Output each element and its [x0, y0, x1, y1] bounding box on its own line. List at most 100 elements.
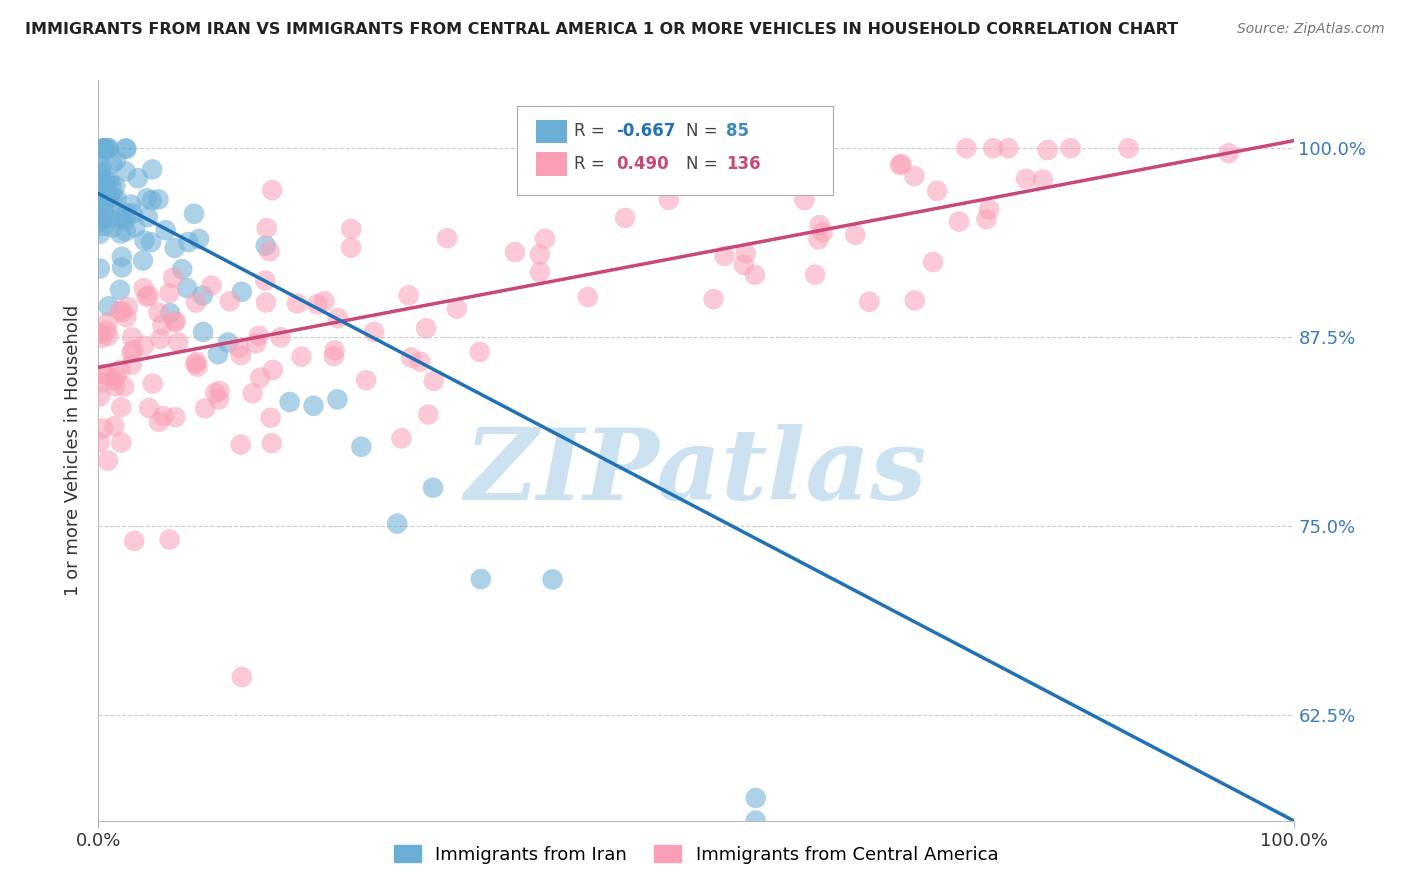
Point [122, 343, 145, 358]
Point [138, 401, 160, 415]
Text: -0.667: -0.667 [616, 122, 675, 140]
Point [93, 202, 115, 217]
Point [256, 221, 278, 235]
Point [176, 281, 198, 295]
Point [98, 211, 121, 226]
Legend: Immigrants from Iran, Immigrants from Central America: Immigrants from Iran, Immigrants from Ce… [387, 838, 1005, 871]
Point [807, 232, 830, 246]
Text: N =: N = [686, 155, 718, 173]
Point [115, 224, 138, 238]
Point [94, 188, 117, 202]
Point [204, 385, 226, 400]
Point [159, 286, 181, 301]
Point [398, 288, 420, 302]
Point [141, 194, 163, 208]
Point [340, 241, 363, 255]
Point [593, 174, 616, 188]
Point [103, 419, 125, 434]
Text: 136: 136 [725, 155, 761, 173]
Point [229, 348, 252, 362]
Point [191, 288, 214, 302]
Point [97, 141, 120, 155]
Point [326, 311, 349, 326]
Point [322, 349, 344, 363]
Point [110, 209, 132, 223]
Point [422, 481, 444, 495]
Point [186, 359, 208, 374]
Point [208, 392, 231, 407]
Point [415, 321, 437, 335]
Point [529, 247, 551, 261]
Point [152, 318, 174, 332]
Point [89, 165, 111, 179]
Point [100, 178, 122, 193]
Point [228, 341, 250, 355]
Point [1218, 146, 1240, 161]
Point [135, 191, 157, 205]
Point [122, 533, 145, 548]
Point [93, 206, 115, 220]
Point [93, 142, 115, 156]
Point [97, 329, 120, 343]
Point [138, 289, 160, 303]
Point [614, 211, 637, 225]
Point [409, 354, 432, 368]
Point [121, 330, 143, 344]
Y-axis label: 1 or more Vehicles in Household: 1 or more Vehicles in Household [63, 305, 82, 596]
Point [733, 258, 755, 272]
Point [93, 187, 115, 202]
Point [89, 167, 111, 181]
Point [121, 346, 143, 360]
Point [200, 278, 222, 293]
Point [326, 392, 349, 407]
Point [194, 401, 217, 416]
Point [254, 295, 277, 310]
Point [922, 255, 945, 269]
Point [218, 294, 240, 309]
Point [94, 368, 117, 383]
FancyBboxPatch shape [536, 153, 567, 176]
Point [177, 235, 200, 249]
Point [997, 141, 1019, 155]
Point [101, 220, 124, 235]
Point [165, 410, 187, 425]
Point [890, 157, 912, 171]
Point [270, 330, 292, 344]
Point [94, 181, 117, 195]
Point [90, 331, 112, 345]
Point [534, 232, 557, 246]
Text: Source: ZipAtlas.com: Source: ZipAtlas.com [1237, 22, 1385, 37]
Point [165, 314, 187, 328]
Point [340, 222, 363, 236]
Point [163, 241, 186, 255]
Point [155, 223, 177, 237]
Point [114, 212, 136, 227]
Point [186, 355, 208, 369]
Point [692, 165, 714, 179]
Point [262, 363, 284, 377]
FancyBboxPatch shape [517, 106, 834, 195]
Point [207, 347, 229, 361]
Point [115, 142, 138, 156]
Point [148, 305, 170, 319]
Point [889, 158, 911, 172]
Point [955, 141, 977, 155]
Point [734, 246, 756, 260]
Point [91, 368, 114, 382]
Point [111, 250, 134, 264]
Point [111, 260, 134, 275]
Point [104, 369, 127, 384]
Point [91, 421, 114, 435]
Text: IMMIGRANTS FROM IRAN VS IMMIGRANTS FROM CENTRAL AMERICA 1 OR MORE VEHICLES IN HO: IMMIGRANTS FROM IRAN VS IMMIGRANTS FROM … [25, 22, 1178, 37]
Point [302, 399, 325, 413]
Point [744, 268, 766, 282]
Point [114, 164, 136, 178]
Point [104, 153, 127, 168]
Point [91, 212, 114, 227]
Point [89, 389, 111, 403]
Point [262, 183, 284, 197]
Point [115, 206, 138, 220]
Point [120, 197, 142, 211]
Point [259, 410, 281, 425]
Point [167, 335, 190, 350]
